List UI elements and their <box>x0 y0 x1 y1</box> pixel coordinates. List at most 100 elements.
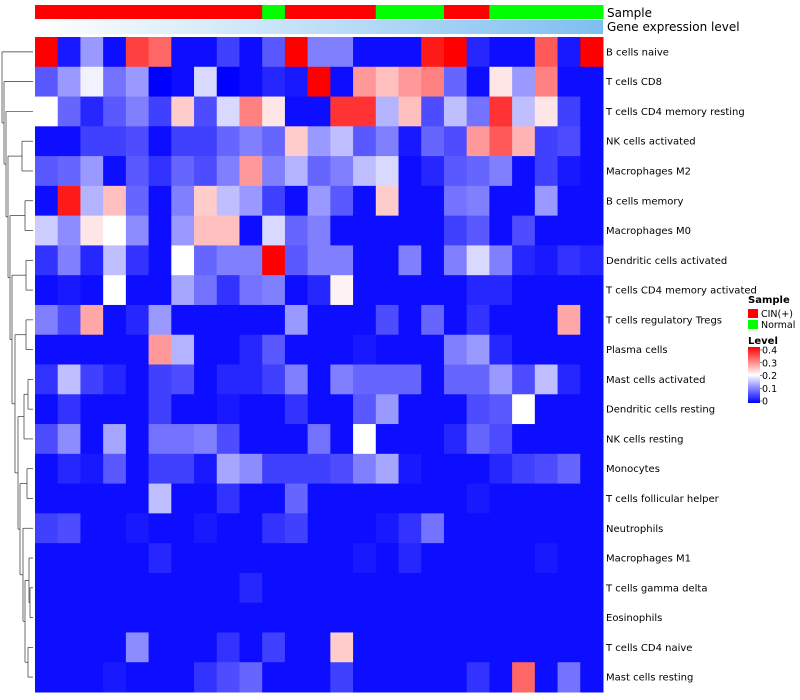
sample-annotation-cell <box>353 5 377 19</box>
heatmap-cell <box>398 126 422 157</box>
heatmap-cell <box>284 543 309 574</box>
heatmap-cell <box>534 334 559 365</box>
heatmap-cell <box>171 632 195 663</box>
heatmap-cell <box>421 602 445 633</box>
sample-annotation-cell <box>375 5 400 19</box>
heatmap-cell <box>194 304 218 336</box>
heatmap-cell <box>421 543 445 574</box>
heatmap-cell <box>307 394 331 425</box>
sample-annotation-cell <box>489 5 513 19</box>
heatmap-cell <box>353 364 377 395</box>
heatmap-cell <box>35 245 59 276</box>
heatmap-cell <box>466 126 490 157</box>
heatmap-cell <box>398 66 422 98</box>
heatmap-cell <box>284 453 309 485</box>
heatmap-cell <box>489 543 513 574</box>
heatmap-cell <box>171 185 195 217</box>
heatmap-cell <box>353 185 377 217</box>
sample-annotation-cell <box>443 5 468 19</box>
heatmap-cell <box>194 156 218 187</box>
heatmap-cell <box>330 483 354 514</box>
sample-annotation-cell <box>35 5 59 19</box>
heatmap-cell <box>57 156 81 187</box>
heatmap-cell <box>375 572 400 604</box>
heatmap-cell <box>57 662 81 693</box>
heatmap-cell <box>466 394 490 425</box>
heatmap-cell <box>239 275 263 306</box>
heatmap-cell <box>80 334 104 365</box>
heatmap-cell <box>284 572 309 604</box>
sample-annotation-label: Sample <box>607 6 652 20</box>
heatmap-cell <box>489 394 513 425</box>
heatmap-cell <box>80 304 104 336</box>
heatmap-cell <box>194 572 218 604</box>
heatmap-cell <box>239 156 263 187</box>
heatmap-cell <box>375 126 400 157</box>
gene-expression-annotation-bar <box>35 20 603 34</box>
heatmap-cell <box>421 245 445 276</box>
heatmap-cell <box>580 37 604 68</box>
heatmap-cell <box>307 66 331 98</box>
heatmap-cell <box>103 602 127 633</box>
heatmap-cell <box>443 126 468 157</box>
heatmap-cell <box>512 424 536 455</box>
heatmap-cell <box>443 513 468 544</box>
heatmap-cell <box>307 275 331 306</box>
sample-legend-swatch-cin <box>748 309 758 318</box>
heatmap-cell <box>239 304 263 336</box>
sample-annotation-cell <box>421 5 445 19</box>
heatmap-cell <box>171 66 195 98</box>
heatmap-cell <box>148 572 172 604</box>
heatmap-cell <box>534 483 559 514</box>
heatmap-cell <box>284 245 309 276</box>
heatmap-cell <box>421 334 445 365</box>
heatmap-cell <box>216 156 240 187</box>
heatmap-cell <box>443 364 468 395</box>
row-labels: B cells naive T cells CD8 T cells CD4 memo… <box>605 47 757 683</box>
heatmap-cell <box>489 513 513 544</box>
heatmap-cell <box>216 96 240 127</box>
heatmap-cell <box>216 126 240 157</box>
heatmap-cell <box>125 245 150 276</box>
row-label: Macrophages M0 <box>606 226 691 237</box>
heatmap-cell <box>125 453 150 485</box>
heatmap-cell <box>466 66 490 98</box>
heatmap-cell <box>421 453 445 485</box>
heatmap-cell <box>239 513 263 544</box>
heatmap-cell <box>307 483 331 514</box>
heatmap-cell <box>421 185 445 217</box>
heatmap-cell <box>353 156 377 187</box>
heatmap-cell <box>466 632 490 663</box>
heatmap-cell <box>80 513 104 544</box>
heatmap-cell <box>103 483 127 514</box>
heatmap-cell <box>125 304 150 336</box>
heatmap-cell <box>512 483 536 514</box>
sample-annotation-bar <box>35 5 604 19</box>
heatmap-cell <box>80 37 104 68</box>
heatmap-cell <box>557 245 581 276</box>
row-label: NK cells resting <box>606 434 683 445</box>
heatmap-cell <box>443 394 468 425</box>
heatmap-cell <box>148 662 172 693</box>
heatmap-cell <box>398 513 422 544</box>
heatmap-cell <box>330 126 354 157</box>
heatmap-cell <box>443 215 468 246</box>
heatmap-cell <box>262 334 286 365</box>
heatmap-cell <box>57 572 81 604</box>
heatmap-cell <box>307 126 331 157</box>
heatmap-cell <box>35 275 59 306</box>
heatmap-cell <box>580 66 604 98</box>
heatmap-cell <box>353 632 377 663</box>
heatmap-cell <box>194 275 218 306</box>
heatmap-cell <box>557 632 581 663</box>
heatmap-cell <box>148 424 172 455</box>
heatmap-cell <box>148 513 172 544</box>
level-legend-ticks: 0.40.3 0.2 0.1 0 <box>760 346 777 408</box>
row-label: NK cells activated <box>606 137 696 148</box>
heatmap-cell <box>194 513 218 544</box>
heatmap-cell <box>557 453 581 485</box>
heatmap-cell <box>239 66 263 98</box>
row-label: B cells memory <box>606 196 683 207</box>
heatmap-cell <box>353 126 377 157</box>
heatmap-cell <box>580 156 604 187</box>
